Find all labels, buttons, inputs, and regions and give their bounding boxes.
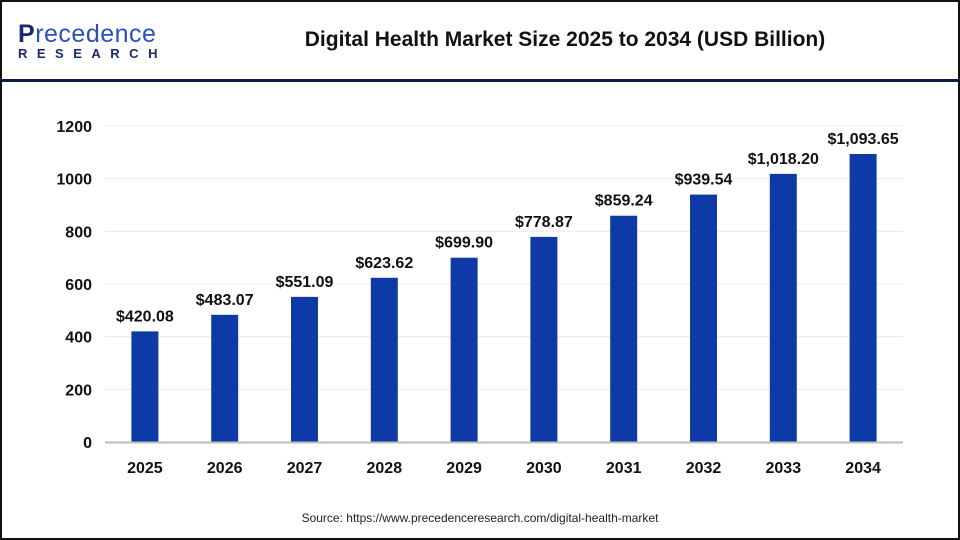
bar-2029: [450, 257, 478, 442]
bar-2027: [291, 296, 318, 442]
data-label: $483.07: [196, 292, 254, 309]
y-tick-label: 1200: [56, 119, 92, 136]
precedence-research-logo: Precedence RESEARCH: [18, 20, 167, 61]
x-tick-label: 2026: [207, 460, 243, 477]
x-tick-label: 2027: [287, 460, 323, 477]
x-tick-label: 2028: [367, 460, 403, 477]
y-tick-label: 200: [65, 382, 92, 399]
bar-2030: [530, 236, 558, 442]
data-label: $1,018.20: [748, 151, 819, 168]
x-tick-label: 2034: [845, 460, 881, 477]
x-tick-label: 2025: [127, 460, 163, 477]
bar-2034: [849, 154, 877, 442]
data-label: $623.62: [355, 255, 413, 272]
bar-2025: [131, 331, 159, 442]
bar-2032: [690, 194, 717, 442]
y-tick-label: 400: [65, 330, 92, 347]
bar-2026: [211, 314, 239, 442]
data-label: $420.08: [116, 308, 174, 325]
bar-2028: [370, 277, 398, 442]
x-tick-label: 2033: [766, 460, 802, 477]
x-tick-label: 2031: [606, 460, 642, 477]
data-label: $939.54: [675, 172, 733, 189]
header-divider: [2, 79, 958, 82]
x-tick-label: 2029: [446, 460, 482, 477]
data-label: $778.87: [515, 214, 573, 231]
bar-2031: [610, 215, 638, 442]
source-text: Source: https://www.precedenceresearch.c…: [301, 511, 659, 525]
y-tick-label: 800: [65, 224, 92, 241]
logo-initial: P: [18, 20, 36, 48]
data-label: $1,093.65: [828, 131, 899, 148]
bar-2033: [769, 173, 797, 442]
x-tick-label: 2030: [526, 460, 562, 477]
logo-wordmark: recedence: [35, 20, 157, 48]
logo-subtitle: RESEARCH: [18, 46, 167, 61]
y-tick-label: 600: [65, 277, 92, 294]
y-tick-label: 1000: [56, 172, 92, 189]
data-label: $551.09: [276, 274, 334, 291]
y-tick-label: 0: [83, 435, 92, 452]
data-label: $859.24: [595, 193, 653, 210]
chart-title: Digital Health Market Size 2025 to 2034 …: [304, 28, 826, 51]
data-label: $699.90: [435, 235, 493, 252]
x-tick-label: 2032: [686, 460, 722, 477]
